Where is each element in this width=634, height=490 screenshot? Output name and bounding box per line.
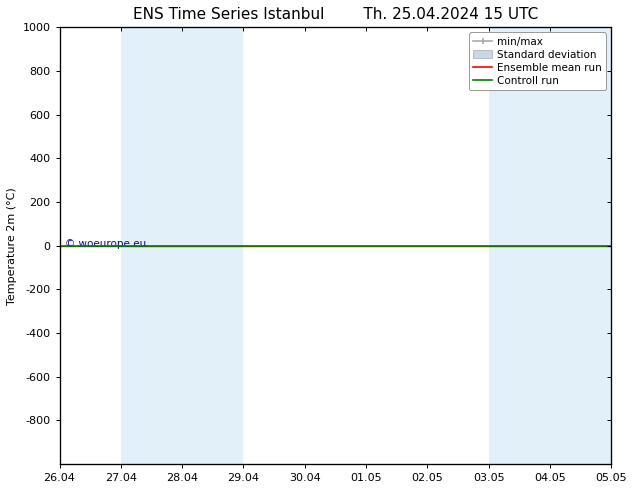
Bar — [182, 27, 243, 464]
Y-axis label: Temperature 2m (°C): Temperature 2m (°C) — [7, 187, 17, 304]
Bar — [550, 27, 611, 464]
Legend: min/max, Standard deviation, Ensemble mean run, Controll run: min/max, Standard deviation, Ensemble me… — [469, 32, 606, 90]
Bar — [121, 27, 182, 464]
Bar — [489, 27, 550, 464]
Text: © woeurope.eu: © woeurope.eu — [65, 239, 146, 249]
Title: ENS Time Series Istanbul        Th. 25.04.2024 15 UTC: ENS Time Series Istanbul Th. 25.04.2024 … — [133, 7, 538, 22]
